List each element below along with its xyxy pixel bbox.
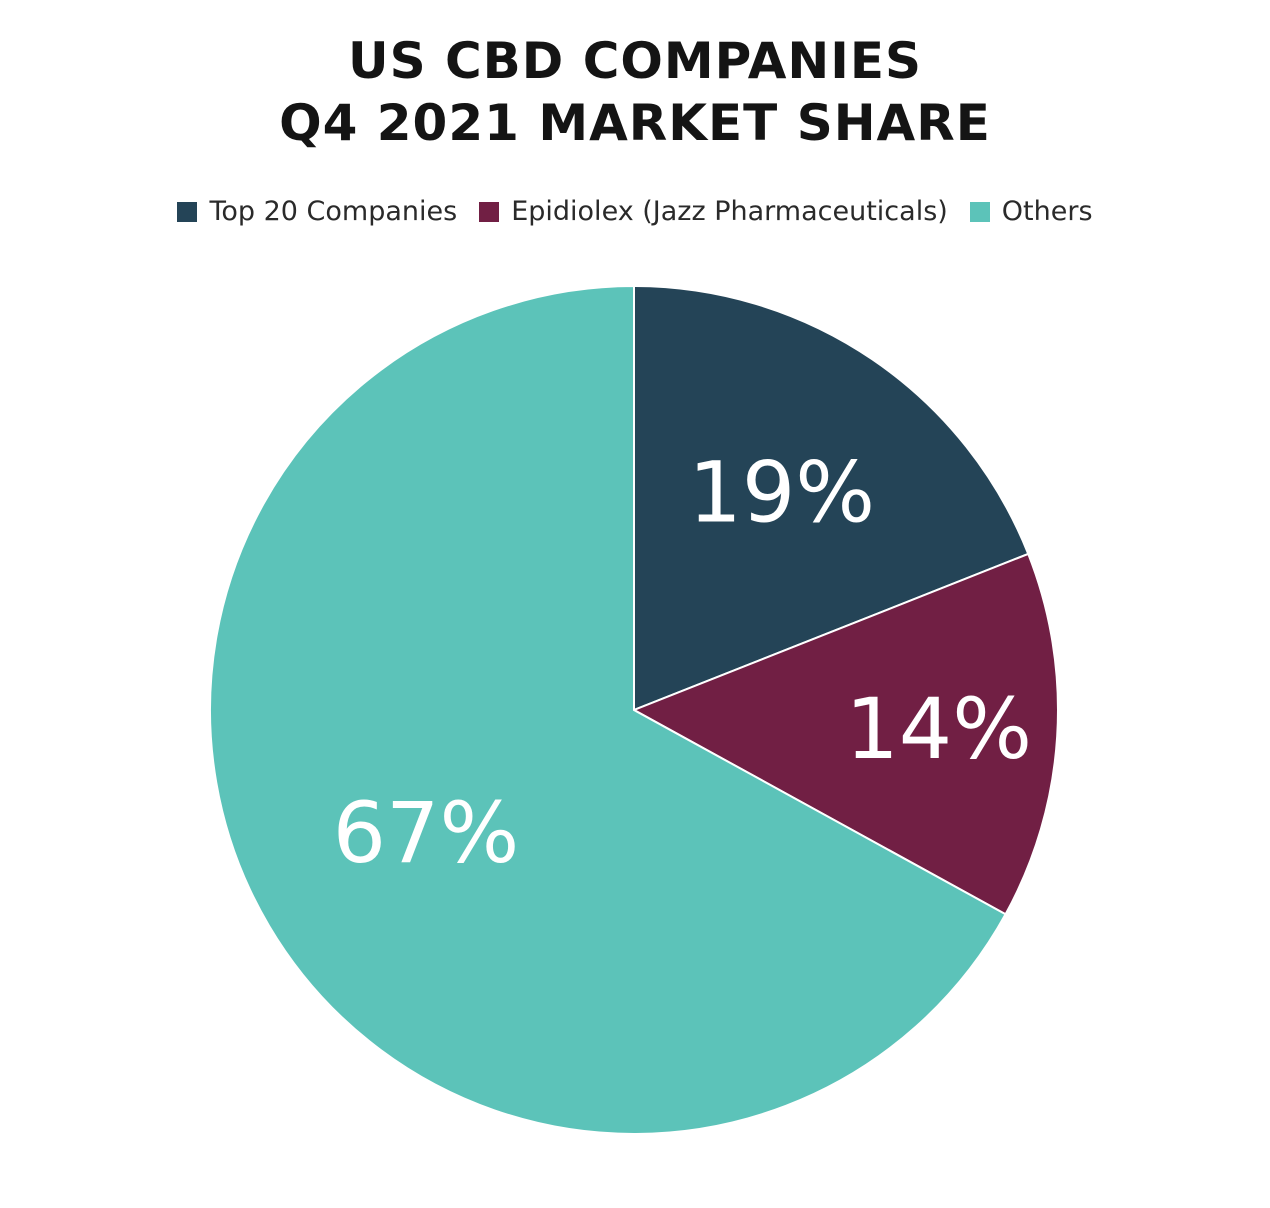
chart-legend: Top 20 Companies Epidiolex (Jazz Pharmac…	[0, 196, 1270, 227]
legend-item-epidiolex: Epidiolex (Jazz Pharmaceuticals)	[479, 196, 948, 227]
pie-slice-epidiolex	[631, 552, 1059, 916]
legend-label-others: Others	[1001, 196, 1093, 227]
legend-swatch-others	[969, 201, 990, 222]
slice-label-others: 67%	[333, 784, 520, 882]
chart-title-line-1: US CBD COMPANIES	[347, 32, 923, 90]
chart-title: US CBD COMPANIES Q4 2021 MARKET SHARE	[0, 30, 1270, 154]
legend-label-top-20-companies: Top 20 Companies	[209, 196, 458, 227]
slice-label-top-20-companies: 19%	[688, 444, 875, 542]
pie-slice-top-20-companies	[633, 284, 1030, 712]
chart-title-line-2: Q4 2021 MARKET SHARE	[279, 94, 991, 152]
legend-swatch-epidiolex	[479, 201, 500, 222]
slice-label-epidiolex: 14%	[845, 680, 1032, 778]
legend-swatch-top-20-companies	[177, 201, 198, 222]
legend-label-epidiolex: Epidiolex (Jazz Pharmaceuticals)	[511, 196, 948, 227]
legend-item-others: Others	[969, 196, 1093, 227]
pie-slice-others	[209, 284, 1007, 1135]
legend-item-top-20-companies: Top 20 Companies	[177, 196, 457, 227]
